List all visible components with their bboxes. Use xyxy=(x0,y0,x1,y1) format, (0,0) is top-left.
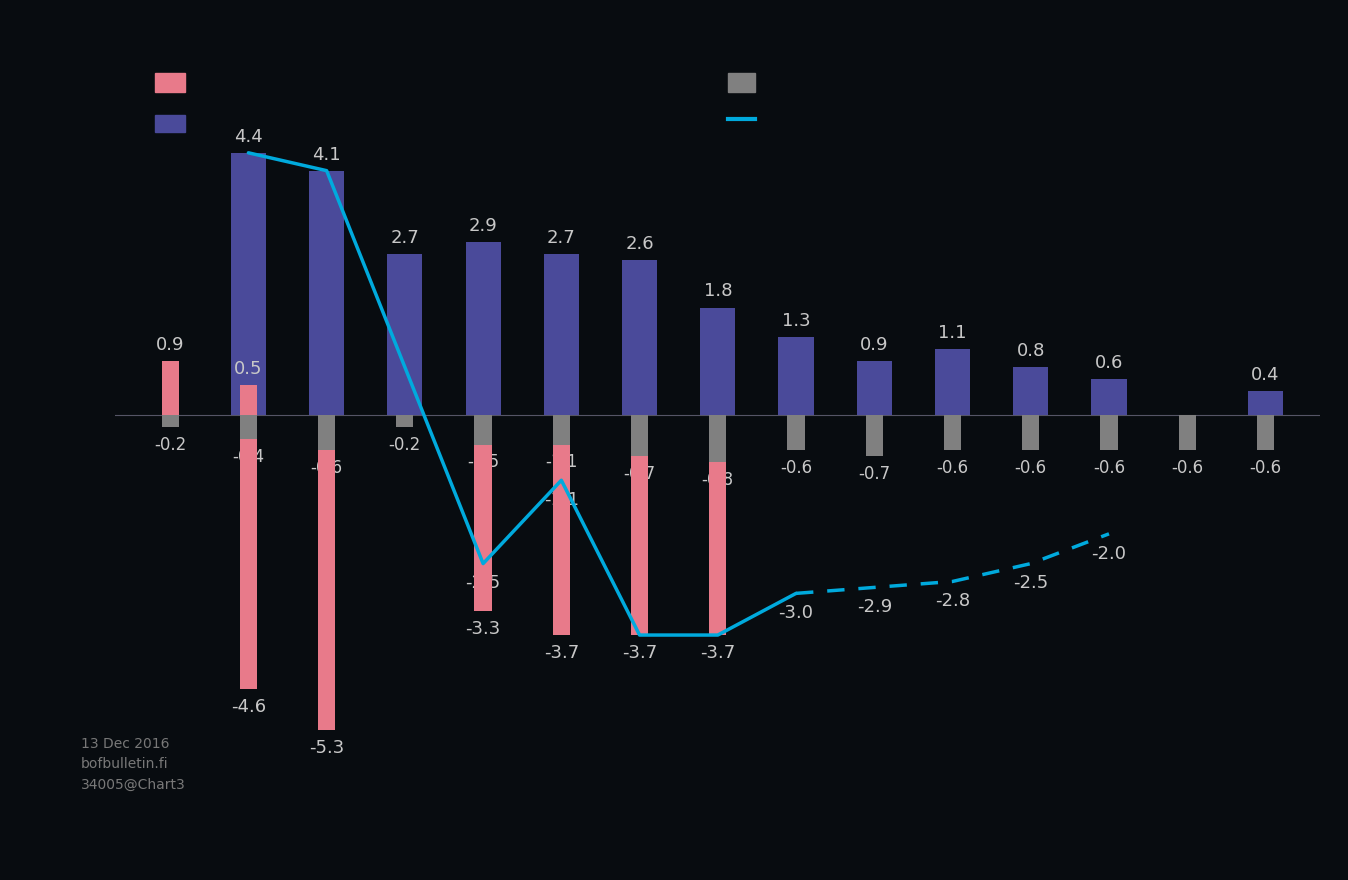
Text: -3.7: -3.7 xyxy=(543,644,578,662)
Bar xyxy=(1178,414,1196,451)
Text: -0.5: -0.5 xyxy=(466,453,499,472)
Text: -3.3: -3.3 xyxy=(465,620,500,638)
Bar xyxy=(621,260,658,414)
Text: 0.9: 0.9 xyxy=(156,336,185,354)
Bar xyxy=(474,414,492,444)
Bar xyxy=(387,254,422,414)
Text: 4.1: 4.1 xyxy=(313,145,341,164)
Text: -2.5: -2.5 xyxy=(465,575,500,592)
Bar xyxy=(1022,414,1039,451)
Text: -0.2: -0.2 xyxy=(154,436,186,453)
Bar xyxy=(318,414,336,730)
Text: 4.4: 4.4 xyxy=(235,128,263,146)
Text: -0.6: -0.6 xyxy=(937,459,969,478)
Text: -0.6: -0.6 xyxy=(1015,459,1047,478)
Bar xyxy=(162,361,179,414)
Bar xyxy=(936,349,971,414)
Bar xyxy=(778,337,814,414)
Bar xyxy=(944,414,961,451)
Bar xyxy=(709,414,727,462)
Text: -0.6: -0.6 xyxy=(1171,459,1204,478)
Text: -0.7: -0.7 xyxy=(859,466,890,483)
Text: -0.6: -0.6 xyxy=(1250,459,1282,478)
Text: -0.6: -0.6 xyxy=(310,459,342,478)
Bar xyxy=(465,242,500,414)
Text: 0.6: 0.6 xyxy=(1095,354,1123,372)
Bar xyxy=(787,414,805,451)
Text: -4.6: -4.6 xyxy=(231,698,266,715)
Text: -2.5: -2.5 xyxy=(1014,575,1049,592)
Text: 2.7: 2.7 xyxy=(547,229,576,247)
Text: 1.3: 1.3 xyxy=(782,312,810,330)
Bar xyxy=(631,414,648,457)
Text: -0.2: -0.2 xyxy=(388,436,421,453)
Text: 2.6: 2.6 xyxy=(625,235,654,253)
Bar xyxy=(543,254,578,414)
Bar xyxy=(1256,414,1274,451)
Bar xyxy=(1092,379,1127,414)
Text: -3.7: -3.7 xyxy=(621,644,658,662)
Text: 1.1: 1.1 xyxy=(938,324,967,342)
Bar xyxy=(857,361,892,414)
Text: -0.4: -0.4 xyxy=(232,448,264,466)
Bar xyxy=(240,414,257,438)
Bar xyxy=(162,414,179,427)
Text: -0.7: -0.7 xyxy=(624,466,655,483)
Text: -3.7: -3.7 xyxy=(700,644,736,662)
Text: -1.1: -1.1 xyxy=(545,453,577,472)
Text: -2.8: -2.8 xyxy=(936,592,971,610)
Bar xyxy=(240,414,257,689)
Bar xyxy=(1014,367,1049,414)
Bar xyxy=(396,414,414,427)
Bar xyxy=(631,414,648,635)
Text: 1.8: 1.8 xyxy=(704,282,732,300)
Text: -0.6: -0.6 xyxy=(780,459,811,478)
Text: -0.8: -0.8 xyxy=(702,472,733,489)
Bar xyxy=(1100,414,1117,451)
Text: 13 Dec 2016
bofbulletin.fi
34005@Chart3: 13 Dec 2016 bofbulletin.fi 34005@Chart3 xyxy=(81,737,186,792)
Text: 0.8: 0.8 xyxy=(1016,342,1045,360)
Bar xyxy=(700,308,736,414)
Bar xyxy=(553,414,570,444)
Bar xyxy=(865,414,883,457)
Text: -0.6: -0.6 xyxy=(1093,459,1126,478)
Bar xyxy=(318,414,336,451)
Text: -5.3: -5.3 xyxy=(309,739,344,757)
Bar xyxy=(1248,391,1283,414)
Bar xyxy=(240,385,257,414)
Bar xyxy=(474,414,492,612)
Bar xyxy=(553,414,570,635)
Text: 2.9: 2.9 xyxy=(469,217,497,235)
Bar xyxy=(231,153,266,414)
Text: -2.0: -2.0 xyxy=(1092,545,1127,562)
Text: 0.9: 0.9 xyxy=(860,336,888,354)
Text: 0.4: 0.4 xyxy=(1251,366,1279,384)
Bar xyxy=(709,414,727,635)
Text: 2.7: 2.7 xyxy=(391,229,419,247)
Bar xyxy=(309,171,344,414)
Text: -3.0: -3.0 xyxy=(779,604,814,622)
Text: -2.9: -2.9 xyxy=(857,598,892,616)
Text: 0.5: 0.5 xyxy=(235,360,263,378)
Text: -1.1: -1.1 xyxy=(543,491,578,509)
